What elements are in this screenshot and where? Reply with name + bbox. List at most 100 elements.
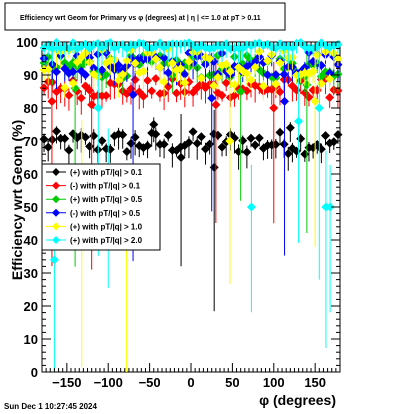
y-tick-label: 80 bbox=[24, 101, 38, 116]
data-point bbox=[138, 91, 148, 101]
legend-marker bbox=[52, 222, 60, 231]
data-point bbox=[118, 130, 128, 140]
data-point bbox=[51, 67, 61, 77]
data-point bbox=[155, 63, 165, 73]
y-tick-label: 30 bbox=[24, 266, 38, 281]
title-box bbox=[4, 2, 286, 31]
data-point bbox=[229, 91, 239, 101]
y-tick-label: 60 bbox=[24, 167, 38, 182]
data-point bbox=[271, 70, 281, 80]
legend-entry-3: (-) with pT/|q| > 0.5 bbox=[46, 208, 141, 218]
x-tick-label: −150 bbox=[52, 375, 81, 390]
data-point bbox=[283, 149, 293, 159]
data-point bbox=[68, 67, 78, 77]
data-point bbox=[225, 66, 235, 76]
data-point bbox=[207, 93, 217, 103]
legend-label: (-) with pT/|q| > 0.1 bbox=[70, 182, 141, 191]
data-point bbox=[64, 145, 74, 155]
data-point bbox=[43, 142, 53, 152]
y-tick-label: 50 bbox=[24, 200, 38, 215]
legend-entry-5: (+) with pT/|q| > 2.0 bbox=[46, 236, 143, 245]
data-point bbox=[93, 103, 103, 113]
data-point bbox=[72, 57, 82, 67]
data-point bbox=[294, 116, 304, 126]
data-point bbox=[236, 87, 246, 96]
data-point bbox=[80, 132, 90, 142]
data-point bbox=[246, 133, 256, 143]
data-point bbox=[68, 78, 78, 88]
data-point bbox=[275, 58, 285, 68]
data-point bbox=[254, 133, 264, 143]
data-point bbox=[60, 134, 70, 144]
data-point bbox=[89, 63, 99, 73]
legend-label: (+) with pT/|q| > 1.0 bbox=[70, 222, 143, 231]
legend-entry-0: (+) with pT/|q| > 0.1 bbox=[46, 168, 143, 177]
data-point bbox=[246, 75, 256, 85]
y-tick-label: 10 bbox=[24, 332, 38, 347]
data-point bbox=[47, 43, 57, 53]
legend-label: (+) with pT/|q| > 0.5 bbox=[70, 195, 143, 204]
data-point bbox=[217, 90, 227, 100]
data-point bbox=[300, 62, 310, 72]
data-point bbox=[217, 142, 227, 152]
data-point bbox=[114, 60, 124, 70]
legend-marker bbox=[52, 236, 60, 244]
data-point bbox=[275, 127, 285, 137]
data-point bbox=[325, 74, 335, 84]
legend-box bbox=[41, 163, 161, 251]
data-point bbox=[221, 78, 231, 88]
data-point bbox=[122, 43, 132, 53]
data-point bbox=[192, 138, 202, 148]
data-point bbox=[101, 91, 111, 101]
y-tick-label: 40 bbox=[24, 233, 38, 248]
data-point bbox=[159, 53, 169, 63]
data-point bbox=[97, 136, 107, 146]
legend-marker bbox=[52, 181, 60, 190]
data-point bbox=[325, 202, 335, 212]
data-point bbox=[49, 255, 59, 265]
data-point bbox=[275, 87, 285, 97]
data-point bbox=[138, 66, 148, 76]
axes-layer: −150 −100 −50 0 50 100 150 0 10 20 30 40 50 60 70 80 90 1… bbox=[16, 35, 340, 390]
timestamp-footer: Sun Dec 1 10:27:45 2024 bbox=[4, 402, 97, 411]
data-point bbox=[225, 136, 235, 146]
legend-label: (-) with pT/|q| > 0.5 bbox=[70, 209, 141, 218]
data-point bbox=[242, 86, 252, 96]
data-point bbox=[246, 202, 256, 212]
data-point bbox=[163, 130, 173, 140]
data-point bbox=[80, 70, 90, 80]
data-point bbox=[188, 127, 198, 137]
x-axis-title: φ (degrees) bbox=[259, 392, 336, 408]
data-point bbox=[333, 54, 343, 64]
data-point bbox=[176, 64, 186, 74]
data-point bbox=[314, 103, 324, 113]
data-point bbox=[196, 73, 206, 83]
data-point bbox=[285, 123, 295, 133]
data-point bbox=[64, 90, 74, 100]
data-point bbox=[209, 81, 219, 91]
data-point bbox=[60, 83, 70, 93]
data-point bbox=[122, 147, 132, 157]
data-point bbox=[47, 96, 57, 106]
data-point bbox=[43, 64, 53, 74]
data-point bbox=[321, 131, 331, 141]
data-point bbox=[310, 96, 320, 106]
data-point bbox=[184, 138, 194, 148]
x-tick-label: 50 bbox=[225, 375, 239, 390]
data-point bbox=[151, 54, 161, 64]
data-point bbox=[172, 88, 182, 98]
data-point bbox=[114, 75, 124, 85]
legend-entry-2: (+) with pT/|q| > 0.5 bbox=[46, 195, 143, 204]
data-point bbox=[184, 56, 194, 66]
data-point bbox=[325, 92, 335, 102]
data-point bbox=[87, 100, 97, 110]
y-tick-label: 20 bbox=[24, 299, 38, 314]
data-point bbox=[130, 58, 140, 68]
data-point bbox=[176, 153, 186, 162]
data-point bbox=[250, 62, 260, 72]
data-point bbox=[269, 103, 279, 113]
y-tick-label: 70 bbox=[24, 134, 38, 149]
data-point bbox=[205, 54, 215, 64]
data-point bbox=[242, 147, 252, 157]
